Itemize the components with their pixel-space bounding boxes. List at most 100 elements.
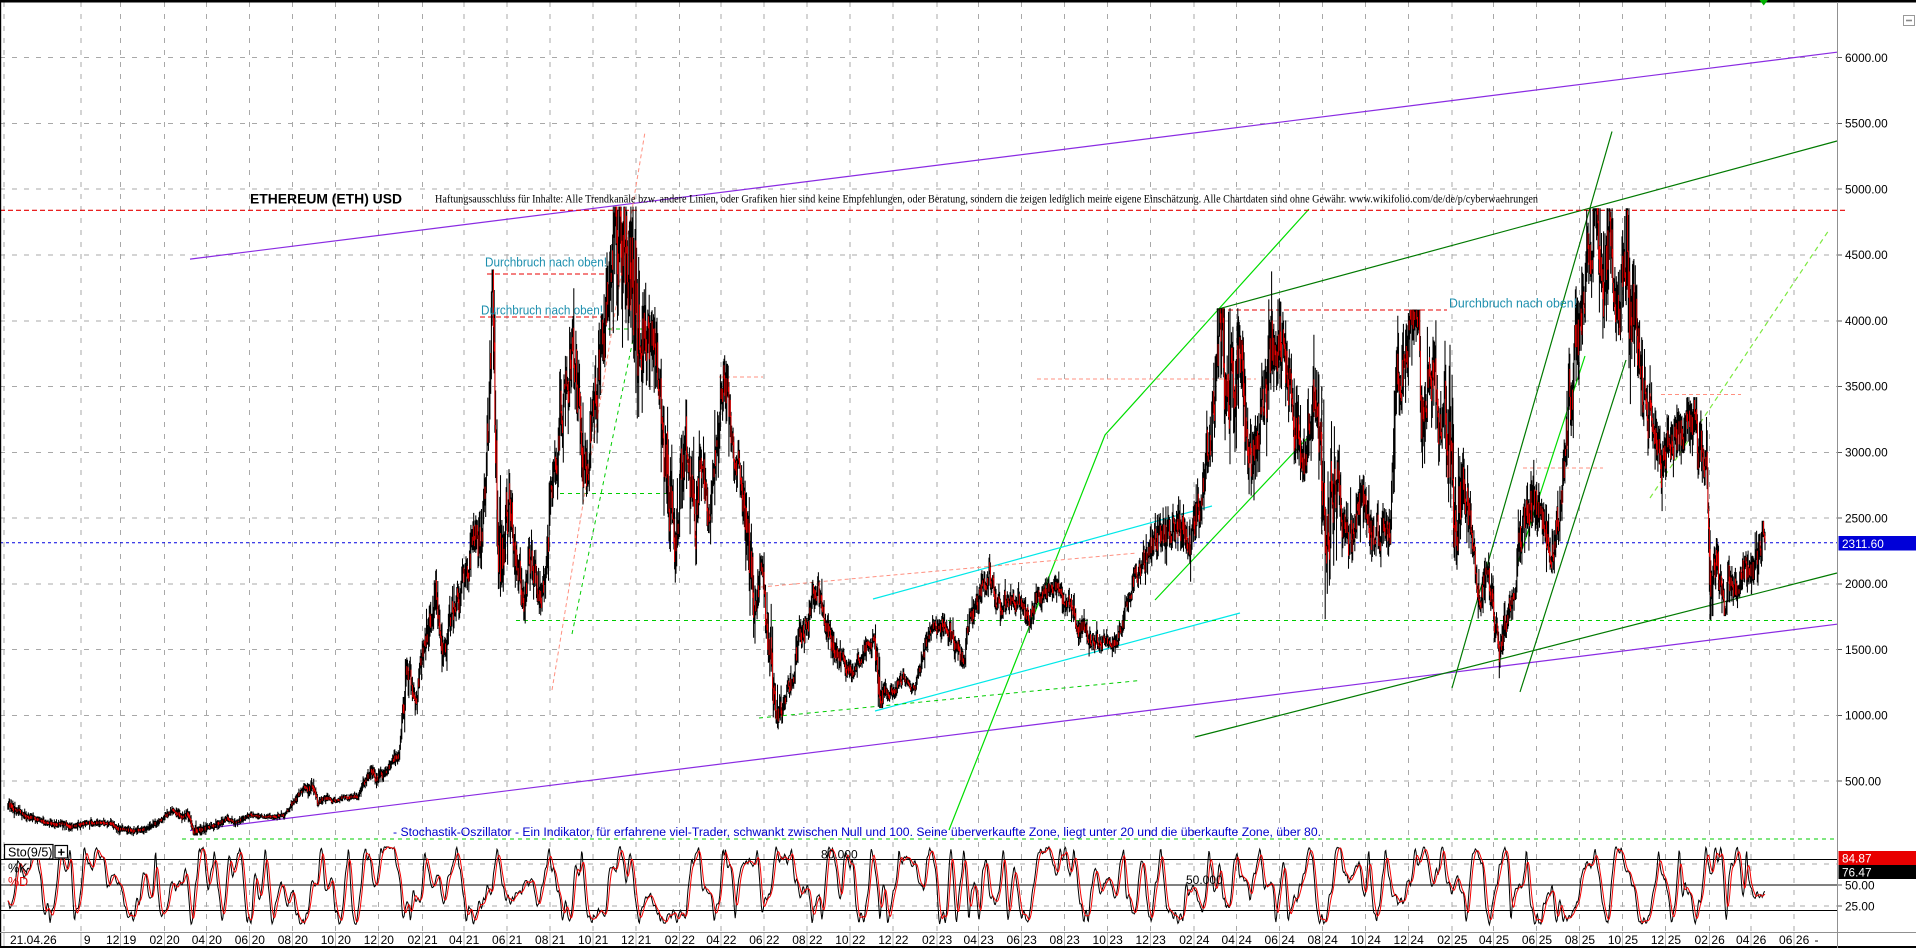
svg-text:50.000: 50.000	[1186, 873, 1223, 887]
svg-text:02: 02	[922, 933, 936, 947]
svg-text:04: 04	[1222, 933, 1236, 947]
svg-text:10: 10	[578, 933, 592, 947]
svg-text:06: 06	[749, 933, 763, 947]
svg-text:21: 21	[466, 933, 480, 947]
svg-text:08: 08	[1308, 933, 1322, 947]
svg-text:Durchbruch nach oben!: Durchbruch nach oben!	[481, 304, 603, 318]
svg-text:Haftungsausschluss für Inhalte: Haftungsausschluss für Inhalte: Alle Tre…	[435, 193, 1538, 206]
svg-text:10: 10	[1093, 933, 1107, 947]
svg-text:500.00: 500.00	[1845, 774, 1882, 788]
svg-text:80.000: 80.000	[821, 848, 858, 862]
svg-text:26: 26	[1753, 933, 1767, 947]
svg-text:10: 10	[321, 933, 335, 947]
svg-text:06: 06	[1007, 933, 1021, 947]
svg-text:2311.60: 2311.60	[1842, 537, 1884, 551]
svg-text:2500.00: 2500.00	[1845, 511, 1888, 525]
svg-text:06: 06	[492, 933, 506, 947]
svg-text:04: 04	[964, 933, 978, 947]
svg-text:5000.00: 5000.00	[1845, 182, 1888, 196]
svg-text:24: 24	[1324, 933, 1338, 947]
svg-text:25: 25	[1539, 933, 1553, 947]
svg-text:06: 06	[1265, 933, 1279, 947]
svg-text:08: 08	[1050, 933, 1064, 947]
svg-text:22: 22	[809, 933, 823, 947]
svg-text:24: 24	[1367, 933, 1381, 947]
svg-text:Durchbruch nach oben!: Durchbruch nach oben!	[485, 256, 607, 270]
svg-text:22: 22	[766, 933, 780, 947]
svg-text:24: 24	[1238, 933, 1252, 947]
svg-text:04: 04	[706, 933, 720, 947]
svg-text:12: 12	[1651, 933, 1665, 947]
svg-text:06: 06	[235, 933, 249, 947]
svg-text:%D: %D	[8, 875, 28, 889]
svg-text:23: 23	[1152, 933, 1166, 947]
svg-text:3000.00: 3000.00	[1845, 446, 1888, 460]
svg-text:10: 10	[1608, 933, 1622, 947]
svg-text:21: 21	[424, 933, 438, 947]
svg-text:22: 22	[723, 933, 737, 947]
svg-text:24: 24	[1196, 933, 1210, 947]
svg-text:04: 04	[449, 933, 463, 947]
svg-text:84.87: 84.87	[1842, 852, 1872, 866]
svg-text:25: 25	[1496, 933, 1510, 947]
svg-text:23: 23	[1066, 933, 1080, 947]
svg-text:12: 12	[621, 933, 635, 947]
svg-text:24: 24	[1410, 933, 1424, 947]
svg-text:21: 21	[595, 933, 609, 947]
svg-text:04: 04	[192, 933, 206, 947]
svg-text:23: 23	[1109, 933, 1123, 947]
svg-text:1500.00: 1500.00	[1845, 643, 1888, 657]
svg-text:5500.00: 5500.00	[1845, 117, 1888, 131]
svg-text:9: 9	[84, 933, 91, 947]
svg-text:19: 19	[123, 933, 137, 947]
svg-text:20: 20	[209, 933, 223, 947]
svg-text:+: +	[58, 845, 66, 860]
svg-text:1000.00: 1000.00	[1845, 709, 1888, 723]
svg-text:4000.00: 4000.00	[1845, 314, 1888, 328]
svg-text:10: 10	[835, 933, 849, 947]
svg-text:25.00: 25.00	[1845, 900, 1875, 914]
svg-text:25: 25	[1668, 933, 1682, 947]
svg-text:2000.00: 2000.00	[1845, 577, 1888, 591]
svg-text:Sto(9/5): Sto(9/5)	[8, 846, 52, 860]
svg-text:20: 20	[381, 933, 395, 947]
svg-text:10: 10	[1351, 933, 1365, 947]
svg-text:20: 20	[295, 933, 309, 947]
svg-text:04: 04	[1736, 933, 1750, 947]
svg-text:23: 23	[980, 933, 994, 947]
svg-text:6000.00: 6000.00	[1845, 51, 1888, 65]
svg-text:08: 08	[1565, 933, 1579, 947]
svg-text:20: 20	[252, 933, 266, 947]
svg-text:25: 25	[1625, 933, 1639, 947]
svg-text:76.47: 76.47	[1842, 866, 1872, 880]
svg-text:23: 23	[1023, 933, 1037, 947]
svg-text:21: 21	[552, 933, 566, 947]
svg-text:12: 12	[878, 933, 892, 947]
svg-text:21: 21	[638, 933, 652, 947]
svg-text:Durchbruch nach oben!: Durchbruch nach oben!	[1449, 297, 1577, 311]
svg-text:22: 22	[895, 933, 909, 947]
svg-text:ETHEREUM (ETH) USD: ETHEREUM (ETH) USD	[250, 192, 402, 207]
svg-text:04: 04	[1479, 933, 1493, 947]
svg-text:02: 02	[1695, 933, 1709, 947]
svg-text:3500.00: 3500.00	[1845, 380, 1888, 394]
svg-text:24: 24	[1281, 933, 1295, 947]
svg-text:08: 08	[535, 933, 549, 947]
svg-text:02: 02	[1437, 933, 1451, 947]
svg-text:%K: %K	[8, 862, 28, 876]
svg-text:06: 06	[1522, 933, 1536, 947]
svg-text:12: 12	[364, 933, 378, 947]
svg-text:02: 02	[665, 933, 679, 947]
svg-text:12: 12	[1394, 933, 1408, 947]
svg-text:-: -	[1815, 933, 1819, 947]
svg-text:12: 12	[1136, 933, 1150, 947]
svg-text:22: 22	[852, 933, 866, 947]
svg-text:02: 02	[149, 933, 163, 947]
svg-text:02: 02	[1179, 933, 1193, 947]
svg-text:26: 26	[1796, 933, 1810, 947]
svg-text:4500.00: 4500.00	[1845, 248, 1888, 262]
svg-text:22: 22	[682, 933, 696, 947]
svg-text:50.00: 50.00	[1845, 879, 1875, 893]
svg-text:06: 06	[1779, 933, 1793, 947]
svg-text:02: 02	[407, 933, 421, 947]
